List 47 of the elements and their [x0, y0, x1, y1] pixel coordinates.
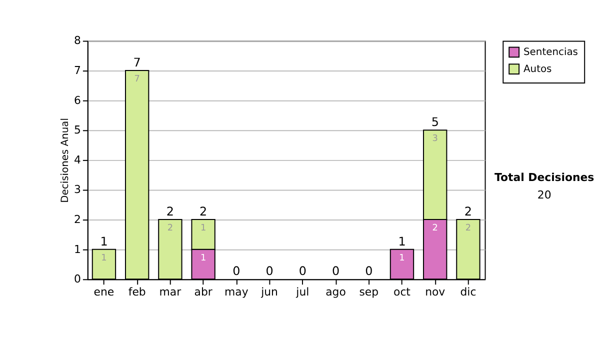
y-tick-label: 2	[74, 213, 81, 226]
x-tick-label: abr	[194, 286, 213, 299]
total-label: 1	[398, 234, 406, 248]
y-tick-label: 5	[74, 124, 81, 137]
y-tick-label: 0	[74, 272, 82, 286]
x-tick-label: mar	[159, 286, 182, 299]
data-label: 1	[101, 253, 107, 264]
total-label: 1	[100, 234, 108, 248]
data-label: 1	[200, 223, 206, 234]
total-label: 2	[200, 204, 208, 219]
data-label: 2	[432, 223, 438, 234]
total-label: 0	[365, 264, 373, 278]
y-tick-label: 4	[74, 153, 82, 166]
total-label: 5	[431, 115, 439, 130]
total-label: 0	[266, 264, 274, 278]
x-tick-label: jun	[260, 286, 278, 299]
x-tick-label: oct	[394, 286, 412, 299]
total-label: 0	[332, 264, 340, 278]
y-tick-label: 1	[74, 242, 81, 256]
data-label: 7	[134, 74, 140, 84]
x-tick-label: ene	[94, 286, 114, 299]
total-label: 7	[133, 56, 141, 70]
data-label: 2	[167, 223, 174, 234]
text: Total Decisiones	[494, 170, 594, 184]
x-tick-label: may	[224, 286, 249, 299]
x-tick-label: nov	[425, 286, 446, 299]
total-label: 0	[232, 264, 240, 278]
text: 20	[537, 188, 552, 202]
x-tick-label: sep	[359, 286, 379, 299]
x-tick-label: jul	[295, 286, 310, 299]
data-label: 1	[399, 253, 405, 264]
total-label: 0	[298, 264, 306, 278]
y-tick-label: 7	[74, 64, 81, 78]
x-tick-label: ago	[326, 286, 346, 299]
total-label: 2	[166, 204, 174, 219]
data-label: 3	[432, 134, 438, 144]
x-tick-label: dic	[460, 286, 476, 299]
data-label: 1	[200, 253, 206, 264]
legend-label: Sentencias	[524, 47, 578, 58]
y-tick-label: 8	[74, 34, 82, 48]
y-tick-label: 3	[74, 183, 82, 196]
y-axis-title: Decisiones Anual	[60, 118, 72, 203]
y-tick-label: 6	[74, 94, 82, 107]
legend-label: Autos	[524, 64, 552, 76]
total-label: 2	[464, 204, 472, 219]
x-tick-label: feb	[128, 286, 146, 299]
data-label: 2	[465, 223, 472, 234]
